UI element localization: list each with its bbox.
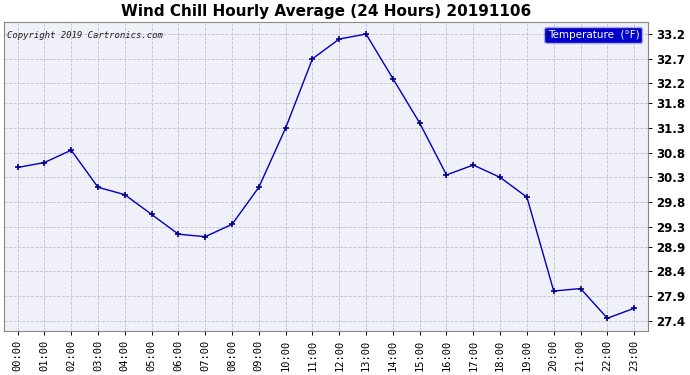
Legend: Temperature  (°F): Temperature (°F) — [544, 27, 642, 43]
Text: Copyright 2019 Cartronics.com: Copyright 2019 Cartronics.com — [8, 31, 164, 40]
Title: Wind Chill Hourly Average (24 Hours) 20191106: Wind Chill Hourly Average (24 Hours) 201… — [121, 4, 531, 19]
